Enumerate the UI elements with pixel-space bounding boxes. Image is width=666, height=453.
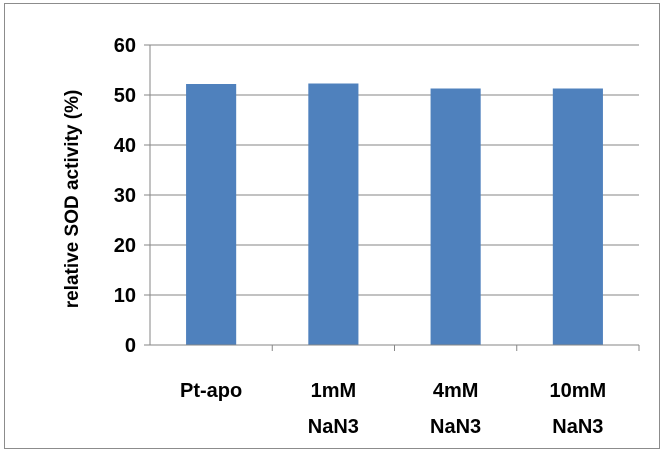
y-tick-labels: 0 10 20 30 40 50 60	[114, 35, 136, 357]
x-tick-label: 10mM	[550, 380, 607, 402]
chart-frame: 0 10 20 30 40 50 60 Pt-apo 1mM NaN3 4mM NaN3 10mM Na…	[4, 3, 660, 449]
bar-3	[552, 88, 603, 345]
y-tick-label: 10	[114, 285, 136, 307]
x-tick-labels: Pt-apo 1mM NaN3 4mM NaN3 10mM NaN3	[180, 380, 606, 438]
x-tick-label: Pt-apo	[180, 380, 242, 402]
x-tick-label: NaN3	[552, 416, 603, 438]
y-tick-label: 40	[114, 135, 136, 157]
y-tick-label: 60	[114, 35, 136, 57]
y-axis-label: relative SOD activity (%)	[62, 90, 83, 309]
x-tick-label: NaN3	[430, 416, 481, 438]
bar-0	[186, 84, 237, 345]
x-tick-label: NaN3	[308, 416, 359, 438]
y-tick-label: 30	[114, 185, 136, 207]
y-tick-label: 20	[114, 235, 136, 257]
bar-chart: 0 10 20 30 40 50 60 Pt-apo 1mM NaN3 4mM NaN3 10mM Na…	[62, 35, 640, 438]
bar-1	[308, 83, 359, 345]
x-tick-label: 4mM	[433, 380, 479, 402]
axes	[144, 44, 640, 351]
y-tick-label: 0	[125, 335, 136, 357]
bar-2	[430, 88, 481, 345]
bars	[186, 83, 603, 345]
x-tick-label: 1mM	[311, 380, 357, 402]
y-tick-label: 50	[114, 85, 136, 107]
